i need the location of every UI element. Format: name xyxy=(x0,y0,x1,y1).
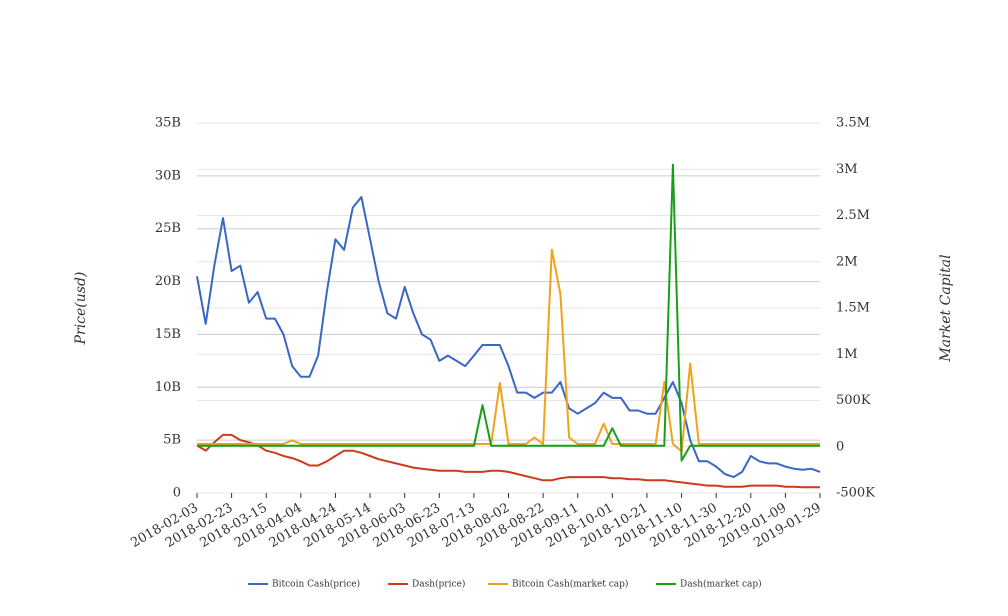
y2-tick-label: 2.5M xyxy=(836,208,870,223)
series-line xyxy=(197,248,820,453)
y2-tick-label: 0 xyxy=(836,439,844,454)
y-tick-label: 5B xyxy=(163,433,181,448)
y-tick-label: 10B xyxy=(155,380,181,395)
y-tick-label: 15B xyxy=(155,327,181,342)
y-tick-label: 0 xyxy=(173,486,181,501)
y2-tick-label: 1M xyxy=(836,347,858,362)
series-line xyxy=(196,196,821,479)
series-line xyxy=(196,433,820,489)
y2-tick-label: 500K xyxy=(836,393,871,408)
legend-label: Dash(market cap) xyxy=(680,579,762,590)
legend-label: Bitcoin Cash(market cap) xyxy=(512,579,628,590)
y-axis-label: Price(usd) xyxy=(73,272,89,346)
y-tick-label: 35B xyxy=(155,116,181,131)
y2-tick-label: 3.5M xyxy=(836,116,870,131)
legend-label: Dash(price) xyxy=(412,579,465,590)
y2-tick-label: -500K xyxy=(836,486,875,501)
y-tick-label: 25B xyxy=(155,221,181,236)
y2-tick-label: 1.5M xyxy=(836,301,870,316)
y-tick-label: 20B xyxy=(155,274,181,289)
y2-axis-label: Market Capital xyxy=(938,254,954,362)
y2-tick-label: 2M xyxy=(836,254,858,269)
legend-label: Bitcoin Cash(price) xyxy=(272,579,360,590)
y-tick-label: 30B xyxy=(155,168,181,183)
series-line xyxy=(197,163,820,462)
y2-tick-label: 3M xyxy=(836,162,858,177)
